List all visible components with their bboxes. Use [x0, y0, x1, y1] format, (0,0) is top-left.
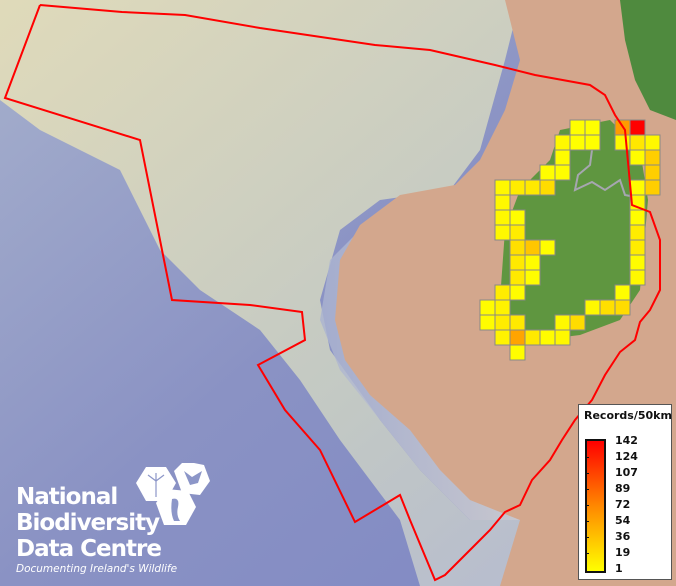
grid-cell[interactable] — [524, 329, 541, 346]
legend-title: Records/50km — [584, 409, 672, 422]
river — [573, 149, 641, 199]
study-area-boundary — [3, 4, 661, 582]
grid-cell[interactable] — [629, 269, 646, 286]
grid-cell[interactable] — [554, 329, 571, 346]
grid-cell[interactable] — [584, 119, 601, 136]
grid-cell[interactable] — [569, 134, 586, 151]
legend-tick-mark — [585, 457, 589, 458]
grid-cell[interactable] — [554, 164, 571, 181]
grid-cell[interactable] — [569, 314, 586, 331]
grid-cell[interactable] — [509, 254, 526, 271]
grid-cell[interactable] — [584, 299, 601, 316]
grid-cell[interactable] — [494, 284, 511, 301]
logo-hexagons-icon — [136, 463, 210, 525]
grid-cell[interactable] — [509, 179, 526, 196]
grid-cell[interactable] — [629, 119, 646, 136]
grid-cell[interactable] — [494, 209, 511, 226]
grid-cell[interactable] — [644, 179, 661, 196]
legend-tick-label: 89 — [615, 482, 631, 495]
legend-tick-mark — [585, 505, 589, 506]
grid-cell[interactable] — [524, 179, 541, 196]
seahorse-icon — [171, 498, 180, 521]
grid-cell[interactable] — [599, 299, 616, 316]
legend-tick-label: 107 — [615, 466, 638, 479]
grid-cell[interactable] — [509, 209, 526, 226]
grid-cell[interactable] — [509, 239, 526, 256]
logo-line-2: Biodiversity — [16, 510, 160, 536]
grid-cell[interactable] — [494, 194, 511, 211]
grid-cell[interactable] — [629, 239, 646, 256]
grid-cell[interactable] — [524, 269, 541, 286]
grid-cell[interactable] — [494, 224, 511, 241]
legend-tick-label: 72 — [615, 498, 631, 511]
grid-cell[interactable] — [539, 239, 556, 256]
logo-tagline: Documenting Ireland's Wildlife — [16, 563, 178, 575]
grid-cell[interactable] — [524, 239, 541, 256]
grid-cell[interactable] — [629, 179, 646, 196]
legend-tick-label: 36 — [615, 530, 631, 543]
grid-cell[interactable] — [629, 134, 646, 151]
grid-cell[interactable] — [539, 164, 556, 181]
legend-tick-label: 19 — [615, 546, 631, 559]
legend-tick-label: 142 — [615, 434, 638, 447]
grid-cell[interactable] — [509, 314, 526, 331]
grid-cell[interactable] — [644, 134, 661, 151]
grid-cell[interactable] — [629, 224, 646, 241]
legend-tick-label: 1 — [615, 562, 623, 575]
grid-cell[interactable] — [554, 149, 571, 166]
grid-cell[interactable] — [509, 269, 526, 286]
legend-tick-mark — [585, 553, 589, 554]
grid-cell[interactable] — [644, 149, 661, 166]
grid-cell[interactable] — [494, 329, 511, 346]
grid-cell[interactable] — [494, 299, 511, 316]
grid-cell[interactable] — [614, 134, 631, 151]
grid-cell[interactable] — [644, 164, 661, 181]
legend-color-ramp — [585, 439, 606, 573]
grid-cell[interactable] — [569, 119, 586, 136]
plant-icon — [147, 473, 165, 497]
legend-tick-mark — [585, 521, 589, 522]
grid-cell[interactable] — [629, 149, 646, 166]
grid-cell[interactable] — [509, 344, 526, 361]
grid-cell[interactable] — [494, 314, 511, 331]
grid-cell[interactable] — [509, 329, 526, 346]
grid-cell[interactable] — [539, 329, 556, 346]
grid-cell[interactable] — [629, 209, 646, 226]
logo-line-3: Data Centre — [16, 536, 162, 562]
grid-cell[interactable] — [584, 134, 601, 151]
butterfly-icon — [184, 471, 202, 485]
grid-cell[interactable] — [539, 179, 556, 196]
legend-tick-mark — [585, 489, 589, 490]
logo-line-1: National — [16, 484, 118, 510]
grid-cell[interactable] — [494, 179, 511, 196]
grid-cell[interactable] — [479, 314, 496, 331]
grid-cell[interactable] — [614, 284, 631, 301]
vegetation-northeast — [620, 0, 676, 120]
grid-cell[interactable] — [524, 254, 541, 271]
legend-tick-label: 124 — [615, 450, 638, 463]
legend-tick-label: 54 — [615, 514, 631, 527]
grid-cell[interactable] — [554, 314, 571, 331]
legend: Records/50km 142 124 107 89 72 54 36 19 1 — [578, 404, 672, 580]
nbdc-logo: National Biodiversity Data Centre Docume… — [16, 484, 177, 575]
grid-cell[interactable] — [479, 299, 496, 316]
legend-tick-mark — [585, 473, 589, 474]
grid-cell[interactable] — [629, 254, 646, 271]
grid-cell[interactable] — [509, 224, 526, 241]
grid-cell[interactable] — [614, 299, 631, 316]
legend-tick-mark — [585, 537, 589, 538]
grid-cell[interactable] — [509, 284, 526, 301]
records-grid — [479, 119, 661, 361]
grid-cell[interactable] — [554, 134, 571, 151]
